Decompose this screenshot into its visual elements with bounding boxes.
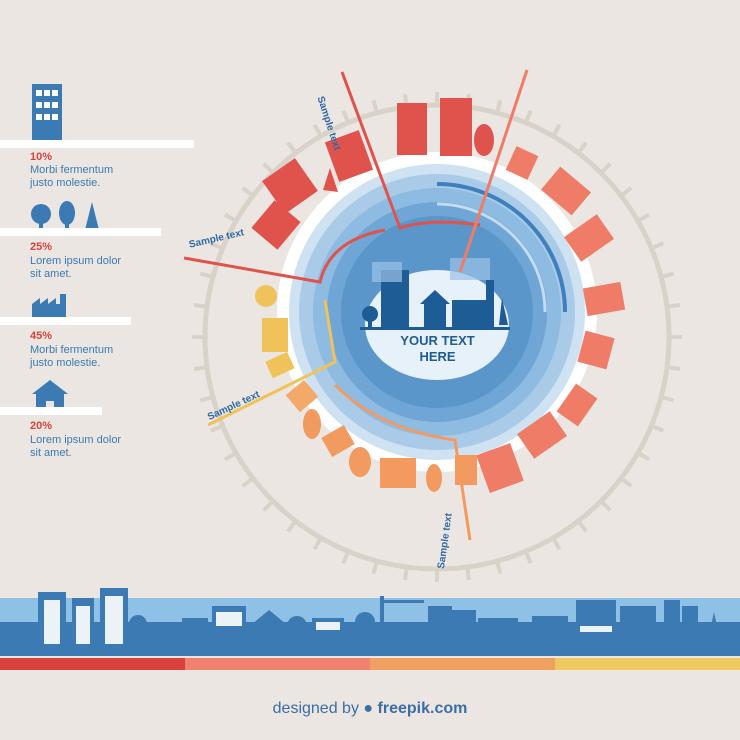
bottom-skyline bbox=[38, 588, 720, 650]
legend-text-2-line2: sit amet. bbox=[30, 268, 72, 280]
ring-tick bbox=[223, 212, 238, 223]
freepik-logo-icon: ● bbox=[363, 700, 374, 717]
orange-buildings bbox=[303, 409, 477, 492]
legend-percent-3: 45% bbox=[30, 330, 53, 342]
ring-tick bbox=[241, 186, 255, 198]
legend-text-3-line1: Morbi fermentum bbox=[30, 344, 114, 356]
ring-tick bbox=[209, 241, 224, 251]
ring-tick bbox=[576, 141, 588, 155]
ring-tick bbox=[650, 423, 665, 433]
yellow-buildings bbox=[255, 285, 295, 379]
ring-tick bbox=[286, 141, 298, 155]
ring-tick bbox=[199, 271, 214, 279]
ring-tick bbox=[551, 536, 562, 551]
center-title-line2: HERE bbox=[419, 349, 456, 364]
ring-tick bbox=[666, 365, 681, 371]
legend-bar-2 bbox=[0, 228, 161, 236]
legend-text-2: Lorem ipsum dolor sit amet. bbox=[30, 255, 170, 281]
legend-bar-1 bbox=[0, 140, 194, 148]
legend-text-3-line2: justo molestie. bbox=[30, 357, 101, 369]
ring-tick bbox=[312, 536, 323, 551]
legend-percent-1: 10% bbox=[30, 151, 53, 163]
center-title-line1: YOUR TEXT bbox=[400, 333, 475, 348]
color-strip-salmon bbox=[185, 658, 370, 670]
legend-text-3: Morbi fermentum justo molestie. bbox=[30, 344, 170, 370]
ring-tick bbox=[599, 162, 612, 175]
ring-tick bbox=[262, 499, 275, 512]
ring-tick bbox=[523, 109, 533, 124]
legend-text-2-line1: Lorem ipsum dolor bbox=[30, 255, 122, 267]
ring-tick bbox=[495, 99, 503, 114]
ring-tick bbox=[666, 303, 681, 309]
legend-text-1: Morbi fermentum justo molestie. bbox=[30, 164, 170, 190]
ring-tick bbox=[241, 476, 255, 488]
ring-tick bbox=[193, 303, 208, 309]
footer-credit: designed by ● freepik.com bbox=[0, 700, 740, 718]
ring-tick bbox=[223, 451, 238, 462]
ring-tick bbox=[371, 99, 379, 114]
ring-tick bbox=[312, 123, 323, 138]
legend-bar-3 bbox=[0, 317, 131, 325]
footer-designed-by: designed by bbox=[272, 700, 359, 717]
ring-tick bbox=[193, 365, 208, 371]
ring-tick bbox=[551, 123, 562, 138]
ring-tick bbox=[495, 560, 503, 575]
footer-brand: freepik.com bbox=[377, 700, 468, 717]
color-strip-orange bbox=[370, 658, 555, 670]
ring-tick bbox=[576, 519, 588, 533]
ring-tick bbox=[209, 423, 224, 433]
ring-tick bbox=[660, 271, 675, 279]
ring-tick bbox=[660, 395, 675, 403]
salmon-factories bbox=[476, 146, 626, 493]
ring-tick bbox=[636, 451, 651, 462]
ring-tick bbox=[286, 519, 298, 533]
legend-text-4-line1: Lorem ipsum dolor bbox=[30, 434, 122, 446]
ring-tick bbox=[403, 566, 409, 581]
ring-tick bbox=[371, 560, 379, 575]
legend-percent-4: 20% bbox=[30, 420, 53, 432]
center-title: YOUR TEXT HERE bbox=[370, 333, 505, 365]
color-strip-red bbox=[0, 658, 185, 670]
legend-percent-2: 25% bbox=[30, 241, 53, 253]
ring-tick bbox=[262, 162, 275, 175]
legend-bar-4 bbox=[0, 407, 102, 415]
ring-tick bbox=[199, 395, 214, 403]
legend-text-1-line2: justo molestie. bbox=[30, 177, 101, 189]
ring-tick bbox=[650, 241, 665, 251]
factory-icon bbox=[32, 294, 66, 318]
ring-tick bbox=[341, 550, 351, 565]
office-building-icon bbox=[32, 84, 62, 140]
ring-tick bbox=[636, 212, 651, 223]
ring-tick bbox=[523, 550, 533, 565]
red-buildings bbox=[251, 98, 494, 250]
color-strip-yellow bbox=[555, 658, 740, 670]
legend-text-1-line1: Morbi fermentum bbox=[30, 164, 114, 176]
ring-tick bbox=[465, 566, 471, 581]
legend-text-4-line2: sit amet. bbox=[30, 447, 72, 459]
ring-tick bbox=[619, 186, 633, 198]
legend-text-4: Lorem ipsum dolor sit amet. bbox=[30, 434, 170, 460]
ring-tick bbox=[599, 499, 612, 512]
ring-tick bbox=[341, 109, 351, 124]
ring-tick bbox=[619, 476, 633, 488]
bottom-skyline-windows bbox=[44, 596, 612, 644]
